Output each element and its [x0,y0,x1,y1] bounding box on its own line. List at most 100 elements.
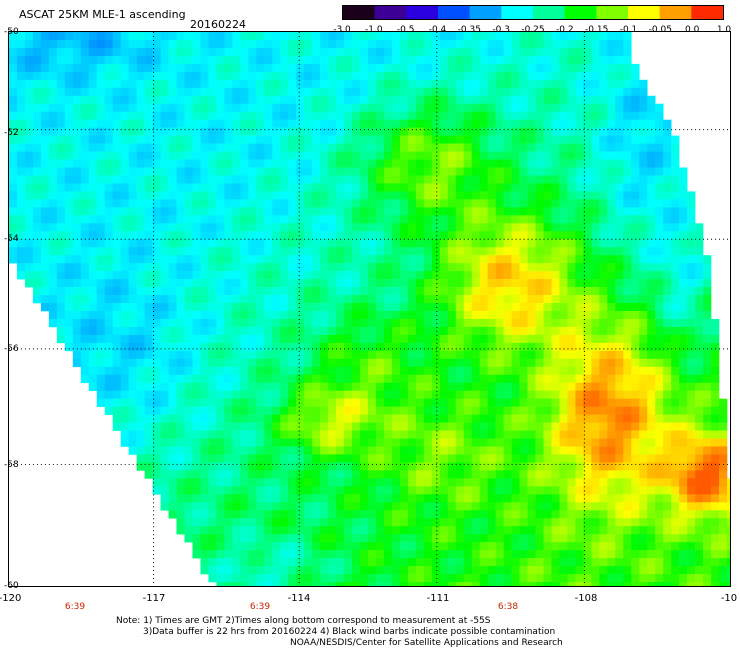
mle-cell [144,199,153,208]
mle-cell [104,103,114,113]
mle-cell [519,470,528,479]
mle-cell [463,422,473,431]
mle-cell [208,159,217,168]
mle-cell [543,95,552,105]
mle-cell [232,255,241,264]
mle-cell [224,326,233,336]
mle-cell [264,478,273,487]
mle-cell [583,255,592,264]
mle-cell [463,167,473,176]
mle-cell [607,358,616,368]
mle-cell [503,271,512,280]
colorbar-tick-label: -0.35 [457,25,481,35]
mle-cell [160,47,169,57]
mle-cell [503,127,512,136]
mle-cell [136,151,145,160]
mle-cell [192,494,201,503]
mle-cell [647,247,656,256]
mle-cell [615,470,624,479]
mle-cell [591,199,600,208]
mle-cell [647,135,656,144]
mle-cell [296,279,305,288]
mle-cell [631,79,640,89]
mle-cell [495,318,504,328]
mle-cell [527,151,536,160]
mle-cell [671,135,680,144]
mle-cell [431,382,441,392]
mle-cell [567,446,576,455]
mle-cell [687,342,696,352]
mle-cell [535,414,544,423]
mle-cell [176,183,185,192]
mle-cell [136,87,145,97]
mle-cell [455,446,465,455]
mle-cell [559,494,568,503]
mle-cell [663,271,672,280]
mle-cell [9,39,18,49]
mle-cell [479,271,488,280]
mle-cell [96,111,106,120]
mle-cell [519,478,528,487]
mle-cell [80,318,90,328]
mle-cell [352,111,361,120]
mle-cell [40,231,50,240]
mle-cell [463,374,473,384]
mle-cell [304,502,313,511]
mle-cell [272,334,281,344]
mle-cell [583,223,592,232]
mle-cell [663,502,672,511]
mle-cell [360,47,369,57]
mle-cell [495,295,504,304]
mle-cell [368,135,377,144]
mle-cell [296,414,305,423]
mle-cell [24,143,34,152]
mle-cell [344,494,353,503]
mle-cell [104,358,114,368]
mle-cell [543,366,552,376]
mle-cell [264,231,273,240]
mle-cell [439,454,449,463]
mle-cell [559,79,568,89]
mle-cell [583,103,592,113]
mle-cell [623,87,632,97]
mle-cell [176,247,185,256]
mle-cell [96,167,106,176]
mle-cell [511,255,520,264]
mle-cell [192,255,201,264]
mle-cell [144,191,153,200]
mle-cell [304,318,313,328]
mle-cell [368,470,377,479]
mle-cell [575,191,584,200]
mle-cell [527,183,536,192]
mle-cell [679,215,688,224]
mle-cell [415,119,425,128]
mle-cell [224,143,233,152]
mle-cell [703,382,712,392]
mle-cell [479,470,488,479]
mle-cell [399,454,409,463]
mle-cell [647,207,656,216]
mle-cell [232,470,241,479]
mle-cell [607,87,616,97]
mle-cell [559,159,568,168]
mle-cell [519,63,528,73]
mle-cell [232,247,241,256]
mle-cell [216,326,225,336]
mle-cell [703,462,712,471]
mle-cell [360,39,369,49]
mle-cell [663,119,672,128]
mle-cell [471,119,480,128]
mle-cell [703,494,712,503]
mle-cell [447,183,457,192]
mle-cell [248,247,257,256]
mle-cell [439,255,449,264]
mle-cell [543,247,552,256]
mle-cell [136,119,145,128]
mle-cell [615,55,624,65]
mle-cell [336,438,345,447]
mle-cell [471,303,480,312]
mle-cell [599,510,608,519]
mle-cell [264,310,273,320]
mle-cell [360,223,369,232]
mle-cell [136,350,145,360]
